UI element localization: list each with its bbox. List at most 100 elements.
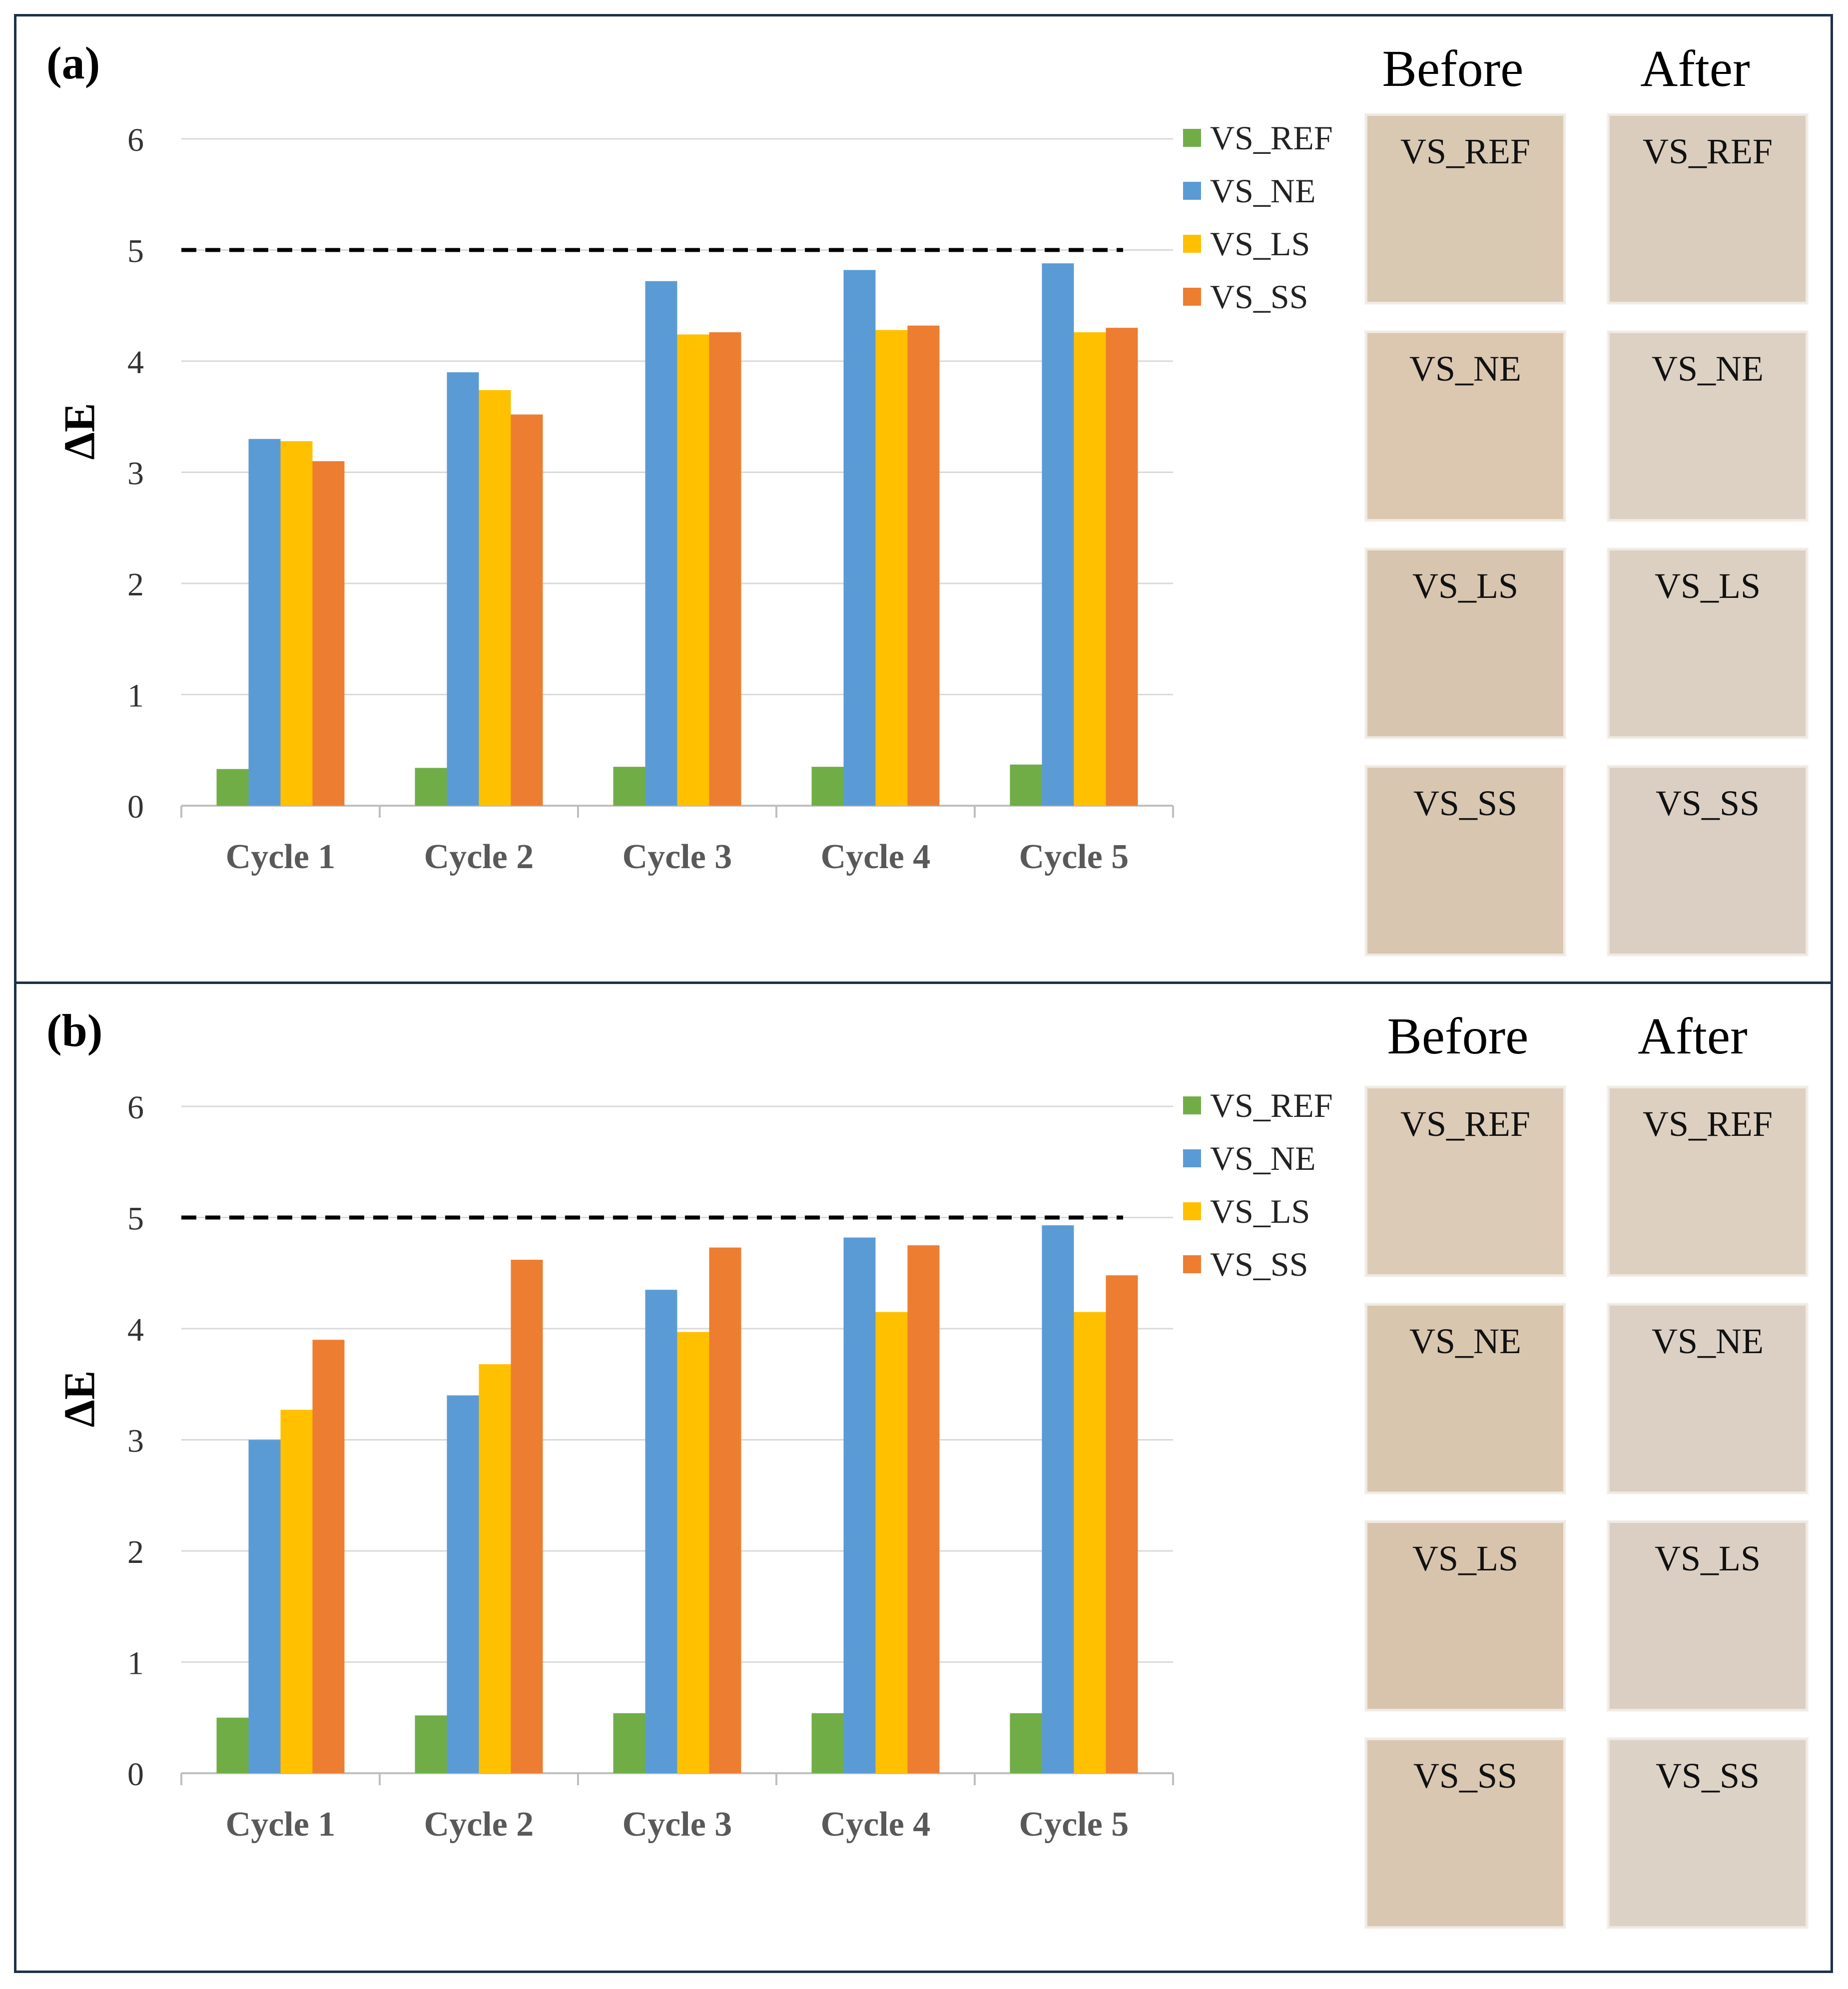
legend-label: VS_LS	[1210, 1192, 1310, 1230]
bar-vs-ls	[875, 1312, 908, 1773]
legend: VS_REF VS_NE VS_LS VS_SS	[1183, 111, 1333, 323]
bar-vs-ss	[1106, 328, 1138, 806]
sample-tile-before: VS_LS	[1365, 548, 1565, 738]
y-tick-label: 3	[127, 1423, 144, 1460]
sample-tile-label: VS_REF	[1642, 131, 1773, 171]
sample-tile-before: VS_SS	[1365, 1738, 1565, 1928]
bar-vs-ls	[479, 390, 511, 806]
x-tick-label: Cycle 3	[622, 1805, 732, 1844]
after-header: After	[1638, 1007, 1748, 1065]
bar-vs-ne	[843, 270, 876, 806]
legend-item: VS_LS	[1183, 217, 1333, 270]
bar-vs-ss	[511, 1260, 543, 1773]
bar-vs-ne	[248, 1440, 281, 1773]
legend-swatch	[1183, 235, 1201, 253]
legend-swatch	[1183, 129, 1201, 147]
bar-vs-ss	[907, 1245, 940, 1773]
legend-swatch	[1183, 1255, 1201, 1273]
bar-vs-ref	[613, 767, 645, 806]
sample-tile-after: VS_LS	[1608, 548, 1808, 738]
bar-vs-ref	[1010, 1713, 1042, 1773]
x-tick-label: Cycle 3	[622, 838, 732, 876]
bar-vs-ne	[1042, 1225, 1074, 1773]
bar-vs-ne	[1042, 263, 1074, 806]
x-tick-label: Cycle 1	[226, 838, 336, 876]
legend-label: VS_REF	[1210, 1086, 1333, 1124]
x-tick-label: Cycle 4	[821, 838, 931, 876]
sample-tile-before: VS_REF	[1365, 1086, 1565, 1276]
legend-label: VS_SS	[1210, 1245, 1308, 1283]
sample-tile-before: VS_NE	[1365, 1304, 1565, 1493]
sample-tile-label: VS_LS	[1654, 566, 1761, 606]
after-header: After	[1640, 40, 1750, 97]
x-tick-label: Cycle 1	[226, 1805, 336, 1844]
y-tick-label: 0	[127, 789, 144, 825]
before-header: Before	[1387, 1007, 1529, 1065]
legend-item: VS_LS	[1183, 1185, 1333, 1238]
bar-vs-ref	[613, 1713, 645, 1773]
y-tick-label: 2	[127, 1534, 144, 1570]
sample-tile-label: VS_LS	[1412, 566, 1519, 606]
bar-vs-ss	[312, 1340, 345, 1773]
y-tick-label: 1	[127, 1645, 144, 1682]
legend-label: VS_REF	[1210, 118, 1333, 157]
legend-item: VS_REF	[1183, 111, 1333, 164]
sample-tile-after: VS_NE	[1608, 1304, 1808, 1493]
panel-b: (b) 0 1 2 3 4 5 6 Cycle 1 Cycle 2 Cycle 3 Cycle 4 C…	[14, 982, 1833, 1973]
panel-label: (b)	[46, 1005, 103, 1056]
sample-tile-label: VS_NE	[1409, 349, 1521, 389]
x-tick-label: Cycle 5	[1019, 1805, 1129, 1844]
y-tick-label: 6	[127, 122, 144, 158]
bar-vs-ls	[677, 334, 709, 806]
sample-tile-label: VS_LS	[1654, 1538, 1761, 1578]
legend-label: VS_LS	[1210, 224, 1310, 263]
sample-tile-before: VS_SS	[1365, 766, 1565, 956]
bar-vs-ne	[843, 1237, 876, 1773]
y-tick-label: 5	[127, 1201, 144, 1237]
bar-vs-ref	[415, 1715, 447, 1773]
panel-a: (a) 0 1 2 3 4 5 6 Cycle 1 Cycle 2 Cycle 3 Cycle 4 C…	[14, 14, 1833, 988]
sample-tile-before: VS_NE	[1365, 331, 1565, 521]
bar-chart-b: 0 1 2 3 4 5 6 Cycle 1 Cycle 2 Cycle 3 Cycle 4 Cycle…	[127, 1089, 1174, 1844]
sample-tile-label: VS_NE	[1651, 1321, 1764, 1361]
y-axis-label: ΔE	[55, 403, 104, 460]
legend-swatch	[1183, 288, 1201, 306]
sample-tile-after: VS_SS	[1608, 1738, 1808, 1928]
legend-item: VS_SS	[1183, 270, 1333, 323]
legend-item: VS_NE	[1183, 1132, 1333, 1185]
bar-vs-ne	[645, 281, 677, 806]
sample-tile-label: VS_SS	[1413, 783, 1518, 823]
bar-vs-ne	[447, 1395, 479, 1773]
bar-vs-ref	[811, 1713, 844, 1773]
bar-vs-ref	[1010, 764, 1042, 806]
bar-vs-ss	[709, 1247, 741, 1773]
x-tick-label: Cycle 2	[424, 1805, 534, 1844]
sample-tile-after: VS_NE	[1608, 331, 1808, 521]
bar-vs-ss	[511, 414, 543, 806]
panel-label: (a)	[46, 37, 100, 88]
bar-vs-ref	[415, 768, 447, 806]
bar-vs-ne	[645, 1290, 677, 1773]
bar-vs-ls	[1074, 332, 1106, 806]
legend-swatch	[1183, 182, 1201, 200]
sample-tile-before: VS_REF	[1365, 114, 1565, 304]
legend-swatch	[1183, 1149, 1201, 1167]
bar-vs-ne	[248, 439, 281, 806]
x-tick-label: Cycle 5	[1019, 838, 1129, 876]
sample-tile-label: VS_REF	[1642, 1104, 1773, 1144]
before-header: Before	[1382, 40, 1524, 97]
y-tick-label: 3	[127, 456, 144, 492]
sample-tile-after: VS_REF	[1608, 114, 1808, 304]
bar-vs-ls	[479, 1364, 511, 1773]
legend-swatch	[1183, 1096, 1201, 1114]
bar-chart-a: 0 1 2 3 4 5 6 Cycle 1 Cycle 2 Cycle 3 Cycle 4 Cycle…	[127, 122, 1174, 876]
legend-item: VS_SS	[1183, 1238, 1333, 1291]
sample-tile-label: VS_NE	[1651, 349, 1764, 389]
bar-vs-ref	[216, 1717, 249, 1773]
sample-tile-label: VS_NE	[1409, 1321, 1521, 1361]
sample-tile-label: VS_LS	[1412, 1538, 1519, 1578]
bar-vs-ls	[875, 330, 908, 806]
sample-tile-before: VS_LS	[1365, 1521, 1565, 1711]
bar-vs-ss	[1106, 1275, 1138, 1773]
sample-tile-label: VS_SS	[1655, 783, 1760, 823]
